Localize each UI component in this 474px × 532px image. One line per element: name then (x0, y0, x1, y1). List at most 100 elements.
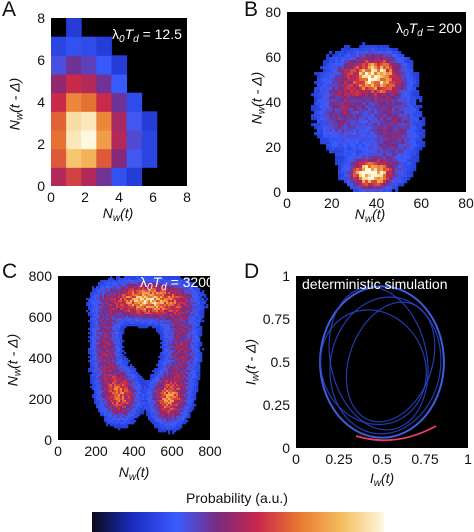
density-cell (146, 276, 149, 279)
density-cell (344, 54, 348, 58)
density-cell (168, 316, 171, 319)
density-cell (392, 141, 396, 145)
density-cell (383, 117, 387, 121)
density-cell (162, 356, 165, 359)
density-cell (180, 332, 183, 335)
density-cell (192, 302, 195, 305)
density-cell (380, 99, 384, 103)
density-cell (338, 174, 342, 178)
density-cell (344, 102, 348, 106)
density-cell (383, 129, 387, 133)
density-cell (362, 144, 366, 148)
density-cell (344, 132, 348, 136)
density-cell (395, 159, 399, 163)
density-cell (166, 360, 169, 363)
density-cell (314, 114, 318, 118)
density-cell (114, 404, 117, 407)
density-cell (106, 370, 109, 373)
density-cell (102, 342, 105, 345)
density-cell (102, 310, 105, 313)
density-cell (136, 412, 139, 415)
density-cell (142, 294, 145, 297)
density-cell (362, 129, 366, 133)
density-cell (329, 93, 333, 97)
density-cell (160, 280, 163, 283)
density-cell (128, 288, 131, 291)
density-cell (180, 406, 183, 409)
density-cell (134, 406, 137, 409)
density-cell (386, 129, 390, 133)
density-cell (104, 382, 107, 385)
density-cell (132, 366, 135, 369)
density-cell (392, 147, 396, 151)
density-cell (407, 165, 411, 169)
density-cell (374, 126, 378, 130)
density-cell (120, 364, 123, 367)
density-cell (124, 416, 127, 419)
density-cell (182, 366, 185, 369)
density-cell (398, 90, 402, 94)
density-cell (136, 384, 139, 387)
density-cell (172, 316, 175, 319)
density-cell (386, 66, 390, 70)
density-cell (356, 138, 360, 142)
density-cell (98, 316, 101, 319)
density-cell (389, 147, 393, 151)
density-cell (108, 324, 111, 327)
density-cell (335, 147, 339, 151)
density-cell (188, 354, 191, 357)
density-cell (182, 338, 185, 341)
heatmap-cell (66, 18, 82, 38)
density-cell (320, 81, 324, 85)
density-cell (130, 386, 133, 389)
density-cell (174, 388, 177, 391)
density-cell (172, 376, 175, 379)
density-cell (365, 108, 369, 112)
density-cell (190, 286, 193, 289)
density-cell (362, 120, 366, 124)
density-cell (180, 312, 183, 315)
density-cell (100, 406, 103, 409)
density-cell (140, 384, 143, 387)
density-cell (368, 180, 372, 184)
density-cell (383, 174, 387, 178)
density-cell (356, 48, 360, 52)
density-cell (164, 390, 167, 393)
density-cell (192, 390, 195, 393)
density-cell (118, 408, 121, 411)
density-cell (196, 342, 199, 345)
density-cell (347, 129, 351, 133)
density-cell (359, 93, 363, 97)
density-cell (178, 392, 181, 395)
density-cell (326, 126, 330, 130)
density-cell (188, 412, 191, 415)
density-cell (90, 306, 93, 309)
density-cell (184, 334, 187, 337)
density-cell (118, 360, 121, 363)
density-cell (104, 316, 107, 319)
density-cell (419, 99, 423, 103)
density-cell (90, 334, 93, 337)
density-cell (160, 362, 163, 365)
density-cell (126, 416, 129, 419)
density-cell (106, 396, 109, 399)
density-cell (174, 364, 177, 367)
density-cell (94, 344, 97, 347)
density-cell (359, 111, 363, 115)
density-cell (112, 352, 115, 355)
density-cell (410, 120, 414, 124)
density-cell (136, 308, 139, 311)
density-cell (353, 129, 357, 133)
density-cell (170, 298, 173, 301)
density-cell (116, 304, 119, 307)
density-cell (112, 380, 115, 383)
density-cell (398, 165, 402, 169)
density-cell (332, 87, 336, 91)
density-cell (140, 290, 143, 293)
density-cell (196, 348, 199, 351)
density-cell (190, 362, 193, 365)
density-cell (174, 294, 177, 297)
heatmap-cell (111, 111, 128, 131)
density-cell (401, 90, 405, 94)
density-cell (196, 380, 199, 383)
